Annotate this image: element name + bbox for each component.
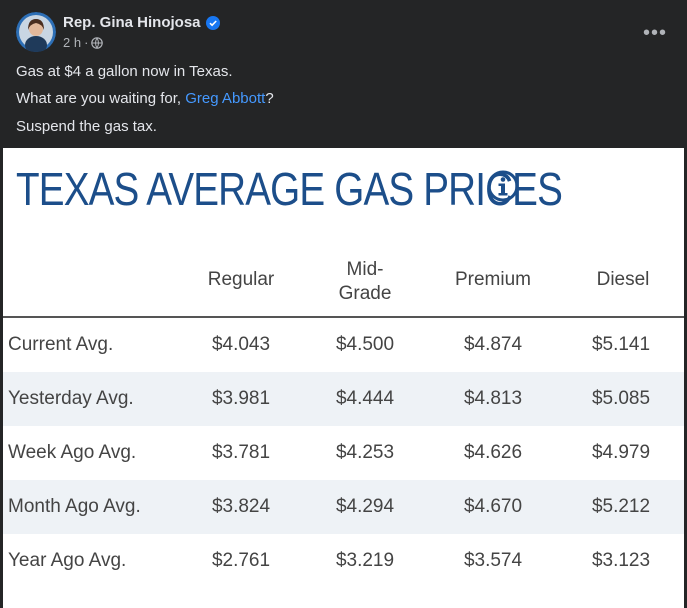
table-row: Current Avg. $4.043 $4.500 $4.874 $5.141 <box>3 318 684 372</box>
table-row: Week Ago Avg. $3.781 $4.253 $4.626 $4.97… <box>3 426 684 480</box>
avatar[interactable] <box>16 12 56 52</box>
cell-diesel: $5.085 <box>591 388 651 409</box>
cell-regular: $3.781 <box>211 442 271 463</box>
cell-premium: $3.574 <box>463 550 523 571</box>
cell-regular: $3.824 <box>211 496 271 517</box>
row-label: Month Ago Avg. <box>8 496 141 517</box>
cell-premium: $4.626 <box>463 442 523 463</box>
cell-diesel: $3.123 <box>591 550 651 571</box>
more-options-icon[interactable]: ••• <box>642 22 667 44</box>
post-time[interactable]: 2 h <box>63 35 82 50</box>
table-row: Yesterday Avg. $3.981 $4.444 $4.813 $5.0… <box>3 372 684 426</box>
cell-mid-grade: $4.500 <box>335 334 395 355</box>
post-text-line-2: What are you waiting for, Greg Abbott? <box>16 90 274 107</box>
card-title: TEXAS AVERAGE GAS PRICES <box>16 163 563 215</box>
cell-diesel: $4.979 <box>591 442 651 463</box>
author-name[interactable]: Rep. Gina Hinojosa <box>63 14 220 31</box>
row-label: Current Avg. <box>8 334 114 355</box>
column-header-regular: Regular <box>207 269 275 290</box>
cell-mid-grade: $4.294 <box>335 496 395 517</box>
author-name-text[interactable]: Rep. Gina Hinojosa <box>63 14 201 31</box>
column-header-mid-grade: Mid- Grade <box>338 259 392 304</box>
table-row: Month Ago Avg. $3.824 $4.294 $4.670 $5.2… <box>3 480 684 534</box>
cell-mid-grade: $4.444 <box>335 388 395 409</box>
cell-mid-grade: $4.253 <box>335 442 395 463</box>
cell-regular: $2.761 <box>211 550 271 571</box>
row-label: Year Ago Avg. <box>8 550 127 571</box>
post-header: Rep. Gina Hinojosa 2 h · ••• Gas at $4 a… <box>0 0 687 148</box>
post-text-line-3: Suspend the gas tax. <box>16 118 157 135</box>
mention-link[interactable]: Greg Abbott <box>185 90 266 107</box>
cell-regular: $4.043 <box>211 334 271 355</box>
cell-diesel: $5.212 <box>591 496 651 517</box>
post-text-line-2-prefix: What are you waiting for, <box>16 90 186 107</box>
column-header-diesel: Diesel <box>596 269 650 290</box>
cell-diesel: $5.141 <box>591 334 651 355</box>
cell-premium: $4.813 <box>463 388 523 409</box>
cell-premium: $4.874 <box>463 334 523 355</box>
column-header-premium: Premium <box>454 269 531 290</box>
cell-premium: $4.670 <box>463 496 523 517</box>
globe-icon <box>91 36 104 49</box>
header-divider <box>3 316 684 318</box>
cell-regular: $3.981 <box>211 388 271 409</box>
meta-separator: · <box>84 35 89 50</box>
gas-prices-image[interactable]: TEXAS AVERAGE GAS PRICES Regular Mid- Gr… <box>3 148 684 608</box>
post-meta: 2 h · <box>63 35 104 50</box>
row-label: Week Ago Avg. <box>8 442 137 463</box>
post-text-line-2-suffix: ? <box>265 90 274 107</box>
cell-mid-grade: $3.219 <box>335 550 395 571</box>
info-icon <box>487 170 519 202</box>
table-row: Year Ago Avg. $2.761 $3.219 $3.574 $3.12… <box>3 534 684 588</box>
verified-badge-icon <box>205 15 220 30</box>
post-text-line-1: Gas at $4 a gallon now in Texas. <box>16 63 233 80</box>
row-label: Yesterday Avg. <box>8 388 134 409</box>
